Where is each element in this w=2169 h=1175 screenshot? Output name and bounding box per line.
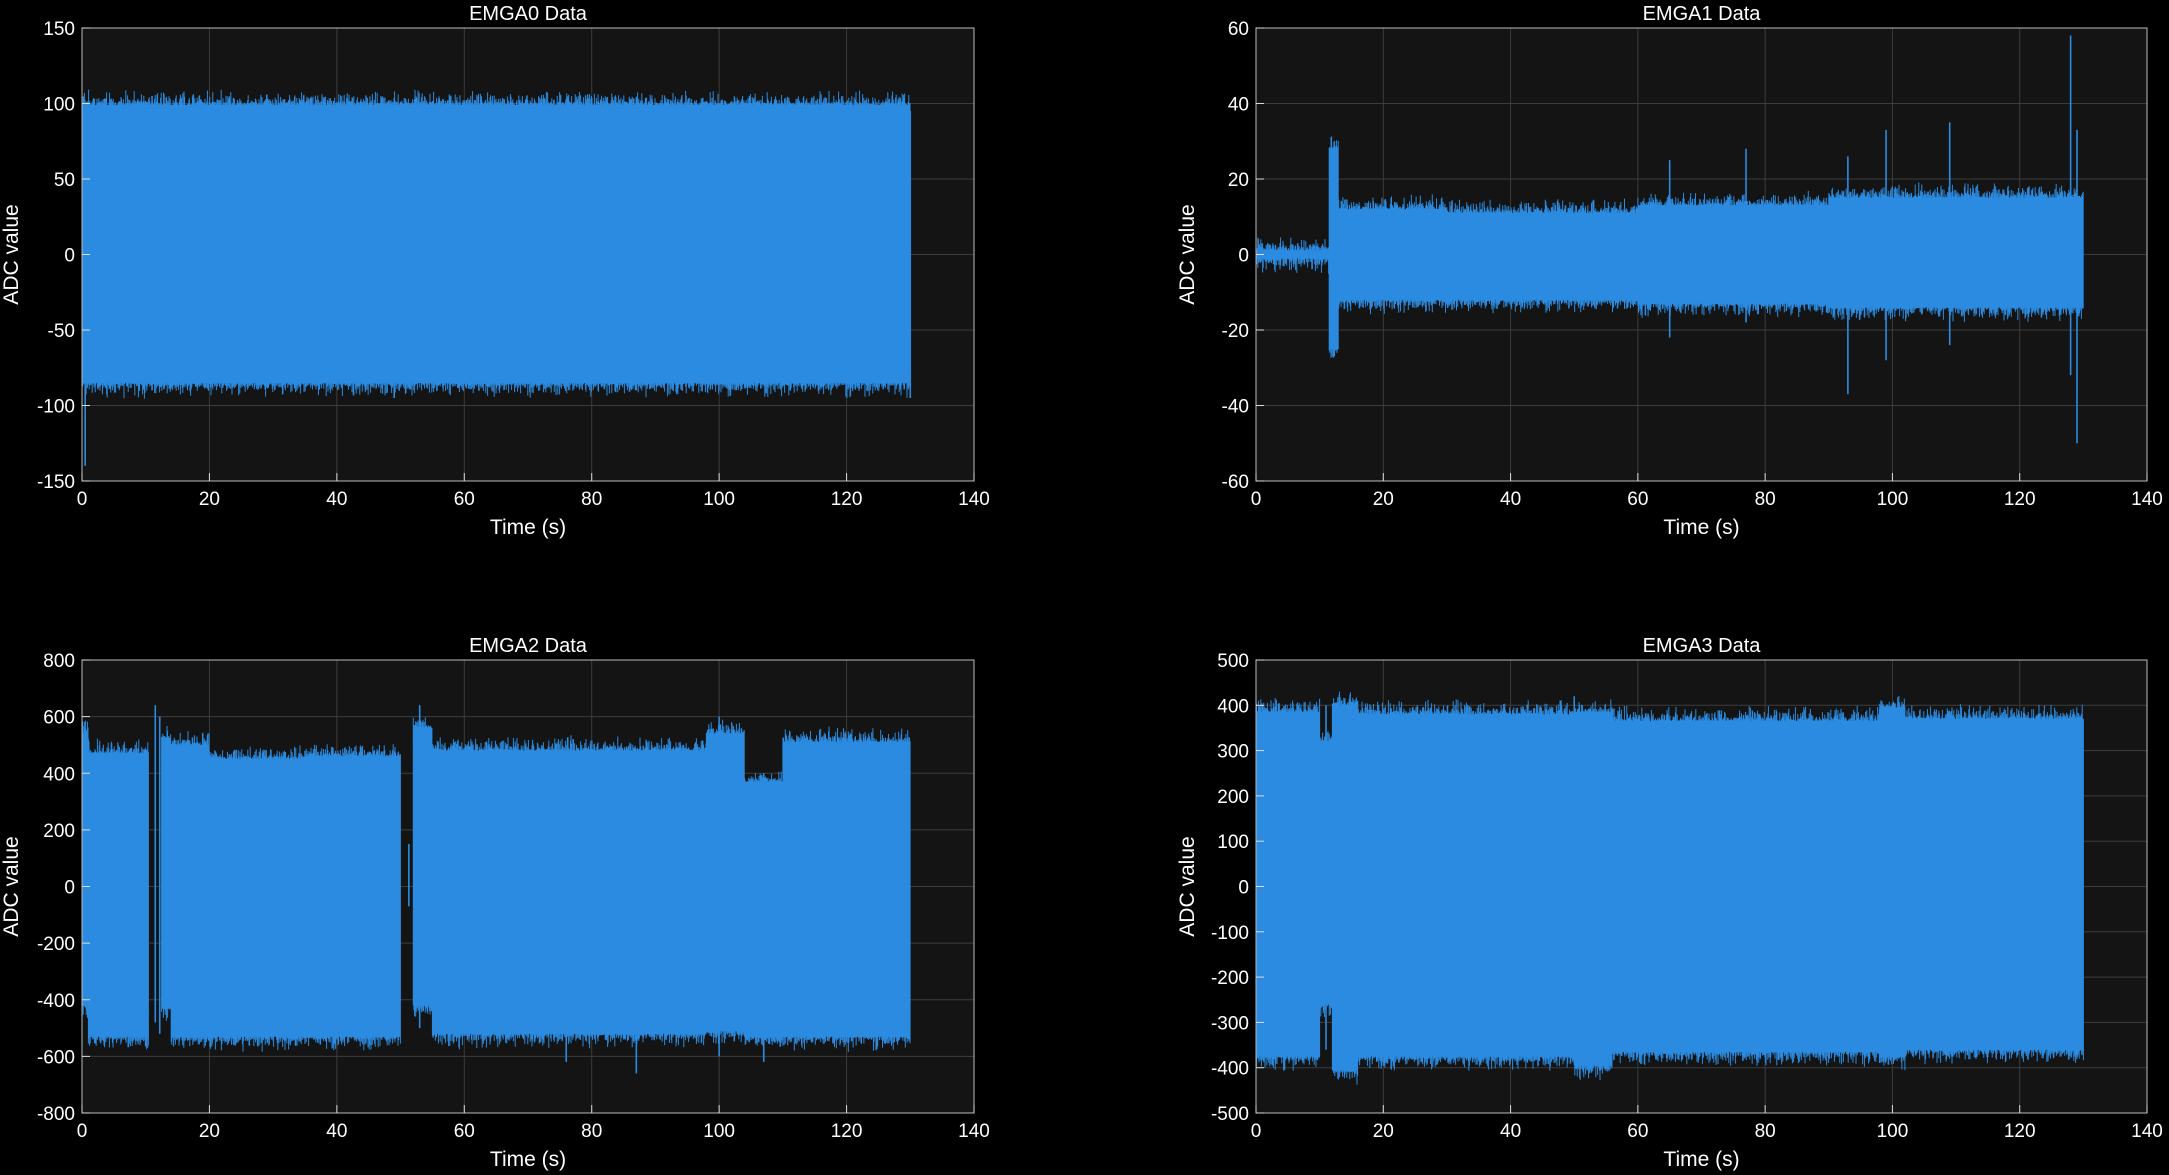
subplot-0: 0 20 40 60 80 100 120 140 -150 -100 -50 0 50 100 150 EM… [0,3,990,539]
y-axis-label: ADC value [1176,836,1199,936]
y-tick-label: -100 [1211,923,1249,944]
x-tick-label: 20 [199,489,220,510]
x-tick-label: 140 [958,1121,990,1142]
x-tick-label: 140 [2131,489,2163,510]
x-tick-label: 40 [1500,489,1521,510]
x-tick-label: 120 [831,489,863,510]
y-axis-label: ADC value [1176,204,1199,304]
subplot-3: 0 20 40 60 80 100 120 140 -500 -400 -300 -200 -100 0 1… [1176,635,2163,1171]
subplot-2: 0 20 40 60 80 100 120 140 -800 -600 -400 -200 0 200 40… [0,635,990,1171]
y-tick-label: 200 [1217,787,1249,808]
x-tick-label: 120 [2004,489,2036,510]
x-axis-label: Time (s) [490,516,566,539]
x-tick-label: 140 [958,489,990,510]
y-tick-label: 150 [43,19,75,40]
x-tick-label: 80 [581,489,602,510]
x-tick-label: 100 [1877,1121,1909,1142]
y-tick-label: -60 [1222,472,1249,493]
chart-title: EMGA0 Data [469,3,588,25]
y-tick-label: 200 [43,821,75,842]
y-tick-label: -40 [1222,397,1249,418]
signal-trace [81,717,911,1052]
y-tick-label: 0 [1238,878,1249,899]
y-tick-label: 50 [54,170,75,191]
x-tick-label: 100 [703,1121,735,1142]
y-tick-label: -600 [37,1047,75,1068]
x-tick-label: 0 [1251,489,1262,510]
y-tick-label: 800 [43,651,75,672]
x-tick-label: 20 [1373,1121,1394,1142]
y-tick-label: 0 [1238,246,1249,267]
x-axis-label: Time (s) [1663,516,1739,539]
x-tick-label: 0 [1251,1121,1262,1142]
y-tick-label: 400 [1217,696,1249,717]
y-tick-label: 40 [1228,95,1249,116]
x-tick-label: 60 [454,1121,475,1142]
x-tick-label: 40 [326,1121,347,1142]
x-tick-label: 100 [703,489,735,510]
y-tick-label: 100 [1217,832,1249,853]
y-tick-label: -200 [37,934,75,955]
y-tick-label: -150 [37,472,75,493]
x-tick-label: 40 [326,489,347,510]
y-axis-label: ADC value [0,204,23,304]
y-tick-label: -20 [1222,321,1249,342]
x-axis-label: Time (s) [1663,1148,1739,1171]
x-tick-label: 40 [1500,1121,1521,1142]
x-tick-label: 60 [1627,489,1648,510]
x-tick-label: 80 [1755,489,1776,510]
y-tick-label: -100 [37,397,75,418]
x-tick-label: 20 [199,1121,220,1142]
subplot-1: 0 20 40 60 80 100 120 140 -60 -40 -20 0 20 40 60 EMGA1 … [1176,3,2163,539]
x-tick-label: 60 [454,489,475,510]
x-tick-label: 140 [2131,1121,2163,1142]
y-tick-label: 0 [64,878,75,899]
x-tick-label: 20 [1373,489,1394,510]
signal-trace [1255,691,2084,1085]
chart-title: EMGA1 Data [1643,3,1762,25]
y-tick-label: 20 [1228,170,1249,191]
y-tick-label: 0 [64,246,75,267]
y-tick-label: -400 [37,991,75,1012]
x-tick-label: 80 [1755,1121,1776,1142]
y-tick-label: -300 [1211,1013,1249,1034]
x-tick-label: 60 [1627,1121,1648,1142]
y-tick-label: -200 [1211,968,1249,989]
y-tick-label: 60 [1228,19,1249,40]
y-tick-label: -800 [37,1104,75,1125]
y-tick-label: -400 [1211,1059,1249,1080]
x-tick-label: 0 [77,489,88,510]
y-tick-label: 400 [43,764,75,785]
y-tick-label: -500 [1211,1104,1249,1125]
signal-trace [81,89,911,399]
x-tick-label: 80 [581,1121,602,1142]
y-tick-label: -50 [48,321,75,342]
x-axis-label: Time (s) [490,1148,566,1171]
y-axis-label: ADC value [0,836,23,936]
y-tick-label: 500 [1217,651,1249,672]
y-tick-label: 600 [43,708,75,729]
y-tick-label: 100 [43,95,75,116]
x-tick-label: 0 [77,1121,88,1142]
chart-title: EMGA2 Data [469,635,588,657]
x-tick-label: 120 [831,1121,863,1142]
x-tick-label: 100 [1877,489,1909,510]
x-tick-label: 120 [2004,1121,2036,1142]
y-tick-label: 300 [1217,742,1249,763]
chart-title: EMGA3 Data [1643,635,1762,657]
